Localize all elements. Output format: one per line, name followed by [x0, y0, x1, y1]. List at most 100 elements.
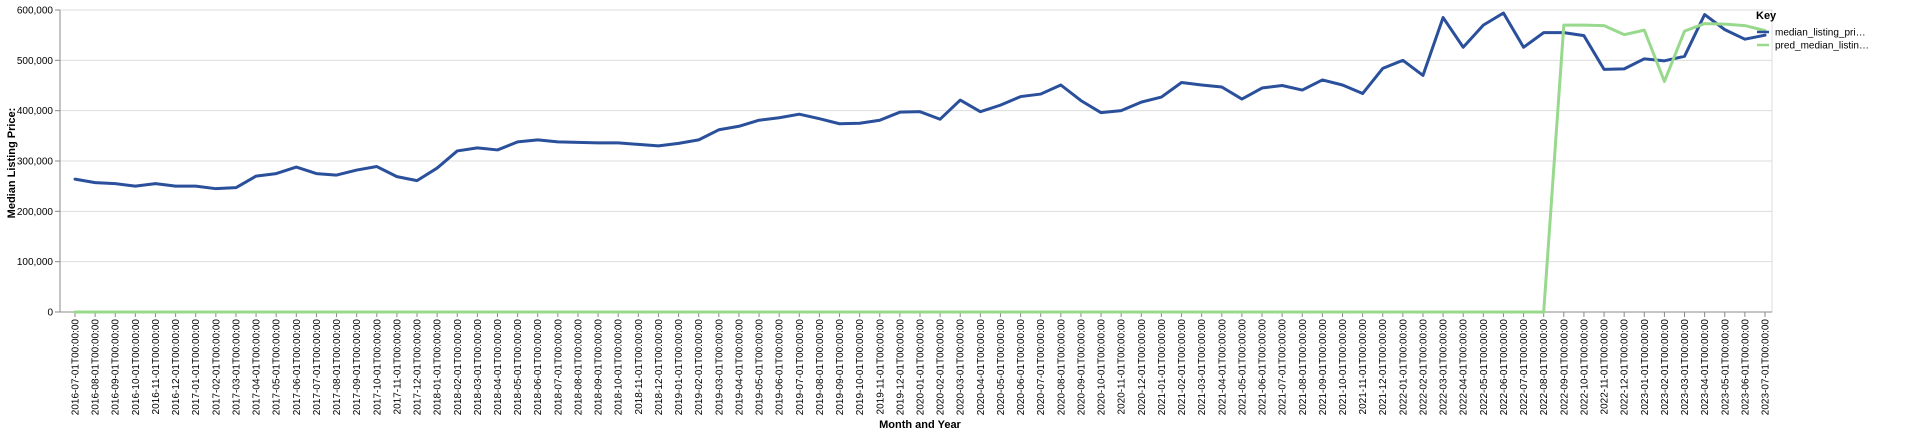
- x-tick-label: 2020-01-01T00:00:00: [916, 319, 927, 416]
- x-tick-label: 2022-05-01T00:00:00: [1479, 319, 1490, 416]
- y-tick-label: 600,000: [17, 6, 54, 17]
- x-tick-label: 2020-09-01T00:00:00: [1076, 319, 1087, 416]
- x-tick-label: 2018-12-01T00:00:00: [654, 319, 665, 416]
- x-tick-label: 2017-09-01T00:00:00: [352, 319, 363, 416]
- x-tick-label: 2021-12-01T00:00:00: [1378, 319, 1389, 416]
- x-tick-label: 2017-01-01T00:00:00: [191, 319, 202, 416]
- legend: Key median_listing_pri… pred_median_listi…: [1756, 10, 1869, 52]
- y-tick-label: 500,000: [17, 56, 54, 67]
- x-tick-label: 2021-08-01T00:00:00: [1298, 319, 1309, 416]
- x-tick-label: 2022-11-01T00:00:00: [1600, 319, 1611, 415]
- x-tick-label: 2022-01-01T00:00:00: [1398, 319, 1409, 416]
- x-tick-label: 2017-05-01T00:00:00: [272, 319, 283, 416]
- x-tick-label: 2022-06-01T00:00:00: [1499, 319, 1510, 416]
- x-tick-label: 2023-01-01T00:00:00: [1640, 319, 1651, 416]
- y-tick-label: 300,000: [17, 157, 54, 168]
- y-gridlines: [59, 9, 1773, 313]
- y-tick-label: 100,000: [17, 257, 54, 268]
- x-tick-label: 2019-04-01T00:00:00: [734, 319, 745, 416]
- x-tick-label: 2020-04-01T00:00:00: [976, 319, 987, 416]
- x-tick-label: 2021-02-01T00:00:00: [1177, 319, 1188, 416]
- x-tick-label: 2018-04-01T00:00:00: [493, 319, 504, 416]
- x-tick-label: 2020-02-01T00:00:00: [936, 319, 947, 416]
- x-tick-label: 2016-09-01T00:00:00: [111, 319, 122, 416]
- x-tick-label: 2020-10-01T00:00:00: [1097, 319, 1108, 416]
- x-tick-label: 2021-01-01T00:00:00: [1157, 319, 1168, 416]
- x-tick-label: 2022-10-01T00:00:00: [1579, 319, 1590, 416]
- x-tick-label: 2019-09-01T00:00:00: [835, 319, 846, 416]
- x-tick-label: 2023-03-01T00:00:00: [1680, 319, 1691, 416]
- x-tick-label: 2023-05-01T00:00:00: [1720, 319, 1731, 416]
- x-tick-label: 2020-05-01T00:00:00: [996, 319, 1007, 416]
- x-tick-label: 2019-03-01T00:00:00: [714, 319, 725, 416]
- x-tick-label: 2020-07-01T00:00:00: [1036, 319, 1047, 416]
- x-tick-label: 2021-09-01T00:00:00: [1318, 319, 1329, 416]
- x-tick-label: 2018-09-01T00:00:00: [594, 319, 605, 416]
- x-tick-label: 2022-02-01T00:00:00: [1418, 319, 1429, 416]
- x-tick-label: 2022-04-01T00:00:00: [1459, 319, 1470, 416]
- x-tick-label: 2018-03-01T00:00:00: [473, 319, 484, 416]
- x-tick-label: 2018-02-01T00:00:00: [453, 319, 464, 416]
- x-tick-label: 2017-02-01T00:00:00: [211, 319, 222, 416]
- x-tick-label: 2019-02-01T00:00:00: [694, 319, 705, 416]
- y-axis: 0 100,000 200,000 300,000 400,000 500,000 600,…: [17, 6, 61, 319]
- x-tick-label: 2016-10-01T00:00:00: [131, 319, 142, 416]
- legend-label: median_listing_pri…: [1775, 28, 1866, 39]
- x-tick-label: 2019-10-01T00:00:00: [855, 319, 866, 416]
- x-tick-label: 2021-11-01T00:00:00: [1358, 319, 1369, 415]
- x-tick-label: 2016-11-01T00:00:00: [151, 319, 162, 415]
- x-tick-label: 2020-11-01T00:00:00: [1117, 319, 1128, 415]
- x-tick-label: 2017-12-01T00:00:00: [413, 319, 424, 416]
- x-tick-label: 2021-03-01T00:00:00: [1197, 319, 1208, 416]
- x-tick-label: 2022-08-01T00:00:00: [1539, 319, 1550, 416]
- x-tick-label: 2017-07-01T00:00:00: [312, 319, 323, 416]
- x-tick-label: 2018-06-01T00:00:00: [533, 319, 544, 416]
- y-tick-label: 0: [47, 308, 53, 319]
- x-tick-label: 2017-06-01T00:00:00: [292, 319, 303, 416]
- x-tick-label: 2017-10-01T00:00:00: [372, 319, 383, 416]
- x-tick-label: 2021-05-01T00:00:00: [1237, 319, 1248, 416]
- x-tick-label: 2021-06-01T00:00:00: [1258, 319, 1269, 416]
- x-tick-label: 2018-07-01T00:00:00: [553, 319, 564, 416]
- y-tick-label: 400,000: [17, 106, 54, 117]
- x-tick-label: 2021-04-01T00:00:00: [1217, 319, 1228, 416]
- x-tick-label: 2019-01-01T00:00:00: [674, 319, 685, 416]
- x-tick-label: 2020-08-01T00:00:00: [1056, 319, 1067, 416]
- x-tick-label: 2018-05-01T00:00:00: [513, 319, 524, 416]
- x-tick-label: 2020-03-01T00:00:00: [956, 319, 967, 416]
- x-tick-label: 2021-07-01T00:00:00: [1278, 319, 1289, 416]
- legend-title: Key: [1756, 10, 1777, 22]
- series-line-1: [73, 11, 1767, 191]
- x-tick-label: 2022-09-01T00:00:00: [1559, 319, 1570, 416]
- x-tick-label: 2018-10-01T00:00:00: [614, 319, 625, 416]
- x-tick-label: 2019-07-01T00:00:00: [795, 319, 806, 416]
- x-tick-label: 2023-02-01T00:00:00: [1660, 319, 1671, 416]
- x-tick-label: 2019-08-01T00:00:00: [815, 319, 826, 416]
- x-tick-label: 2018-08-01T00:00:00: [573, 319, 584, 416]
- x-tick-label: 2017-11-01T00:00:00: [392, 319, 403, 415]
- series-line-2: [73, 22, 1767, 314]
- x-tick-label: 2023-07-01T00:00:00: [1761, 319, 1772, 416]
- x-tick-label: 2019-05-01T00:00:00: [755, 319, 766, 416]
- x-tick-label: 2017-03-01T00:00:00: [231, 319, 242, 416]
- series-lines: [73, 11, 1767, 314]
- x-tick-label: 2016-08-01T00:00:00: [91, 319, 102, 416]
- x-tick-label: 2019-11-01T00:00:00: [875, 319, 886, 415]
- x-tick-label: 2020-06-01T00:00:00: [1016, 319, 1027, 416]
- x-tick-label: 2023-04-01T00:00:00: [1700, 319, 1711, 416]
- y-axis-title: Median Listing Price:: [6, 108, 18, 219]
- x-axis-title: Month and Year: [879, 419, 961, 431]
- x-tick-label: 2022-12-01T00:00:00: [1620, 319, 1631, 416]
- x-tick-label: 2018-01-01T00:00:00: [433, 319, 444, 416]
- x-tick-label: 2017-08-01T00:00:00: [332, 319, 343, 416]
- x-tick-label: 2016-12-01T00:00:00: [171, 319, 182, 416]
- x-tick-label: 2021-10-01T00:00:00: [1338, 319, 1349, 416]
- x-tick-label: 2022-03-01T00:00:00: [1439, 319, 1450, 416]
- x-tick-label: 2023-06-01T00:00:00: [1740, 319, 1751, 416]
- x-tick-label: 2018-11-01T00:00:00: [634, 319, 645, 415]
- y-tick-label: 200,000: [17, 207, 54, 218]
- x-tick-label: 2017-04-01T00:00:00: [252, 319, 263, 416]
- legend-label: pred_median_listin…: [1775, 41, 1869, 52]
- x-tick-label: 2016-07-01T00:00:00: [71, 319, 82, 416]
